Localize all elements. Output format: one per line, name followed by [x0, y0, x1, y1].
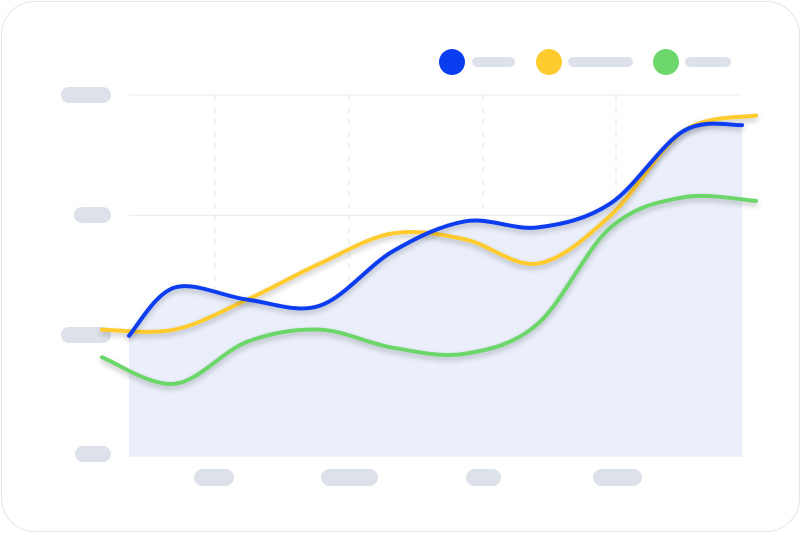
legend-marker-green: [653, 49, 679, 75]
legend-label-placeholder: [685, 57, 731, 67]
x-tick-placeholder: [194, 469, 234, 486]
legend-marker-yellow: [536, 49, 562, 75]
series-area-fill: [129, 123, 742, 456]
x-tick-placeholder: [321, 469, 378, 486]
x-tick-placeholder: [593, 469, 642, 486]
y-axis-tick-labels: [61, 87, 111, 462]
legend: [439, 49, 731, 75]
y-tick-placeholder: [61, 327, 111, 343]
area-fills: [129, 123, 742, 456]
series-line: [100, 193, 758, 386]
series-line: [127, 121, 744, 338]
x-tick-placeholder: [466, 469, 501, 486]
legend-label-placeholder: [568, 57, 633, 67]
legend-label-placeholder: [472, 57, 515, 67]
y-tick-placeholder: [74, 207, 111, 223]
series-lines: [100, 113, 758, 386]
legend-marker-blue: [439, 49, 465, 75]
x-axis-tick-labels: [194, 469, 642, 486]
y-tick-placeholder: [61, 87, 111, 103]
y-tick-placeholder: [75, 446, 111, 462]
series-line: [100, 113, 758, 334]
